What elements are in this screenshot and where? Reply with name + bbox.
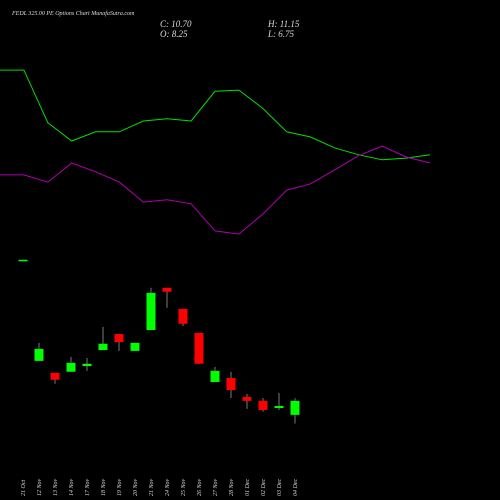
candle-body (18, 259, 28, 262)
candle-body (34, 348, 44, 361)
x-tick-label: 18 Nov (101, 478, 107, 496)
candle-body (258, 400, 268, 411)
x-tick-label: 17 Nov (85, 478, 91, 496)
x-tick-label: 21 Oct (21, 480, 27, 496)
indicator-line (0, 69, 431, 161)
x-tick-label: 13 Nov (53, 478, 59, 496)
candle-body (226, 378, 236, 391)
x-tick-label: 03 Dec (277, 479, 283, 496)
x-tick-label: 25 Nov (181, 478, 187, 496)
candle-body (130, 342, 140, 351)
x-tick-label: 19 Nov (117, 478, 123, 496)
candle-body (98, 343, 108, 351)
x-tick-label: 12 Nov (37, 478, 43, 496)
indicator-line (0, 145, 431, 235)
candle-body (162, 287, 172, 292)
chart-title: FEDL 325.00 PE Options Chart MunafaSutra… (11, 10, 135, 17)
candle-body (114, 334, 124, 343)
x-tick-label: 04 Dec (292, 479, 299, 496)
candle-body (274, 406, 284, 409)
candle-body (66, 362, 76, 372)
x-tick-label: 01 Dec (245, 479, 251, 496)
close-label: C: 10.70 (160, 19, 192, 29)
low-label: L: 6.75 (267, 29, 295, 39)
x-tick-label: 14 Nov (68, 478, 75, 496)
x-tick-label: 26 Nov (197, 478, 203, 496)
candle-body (210, 370, 220, 383)
open-label: O: 8.25 (160, 29, 188, 39)
candle-body (82, 363, 92, 367)
high-label: H: 11.15 (267, 19, 300, 29)
candle-body (178, 308, 188, 324)
candle-body (146, 292, 156, 331)
x-tick-label: 28 Nov (229, 478, 235, 496)
x-tick-label: 02 Dec (261, 479, 267, 496)
x-tick-label: 24 Nov (164, 478, 171, 496)
candle-body (50, 372, 60, 380)
candle-body (194, 332, 204, 364)
x-tick-label: 21 Nov (149, 478, 155, 496)
x-tick-label: 20 Nov (133, 478, 139, 496)
candle-body (242, 396, 252, 401)
x-tick-label: 27 Nov (213, 478, 219, 496)
candle-body (290, 400, 300, 415)
